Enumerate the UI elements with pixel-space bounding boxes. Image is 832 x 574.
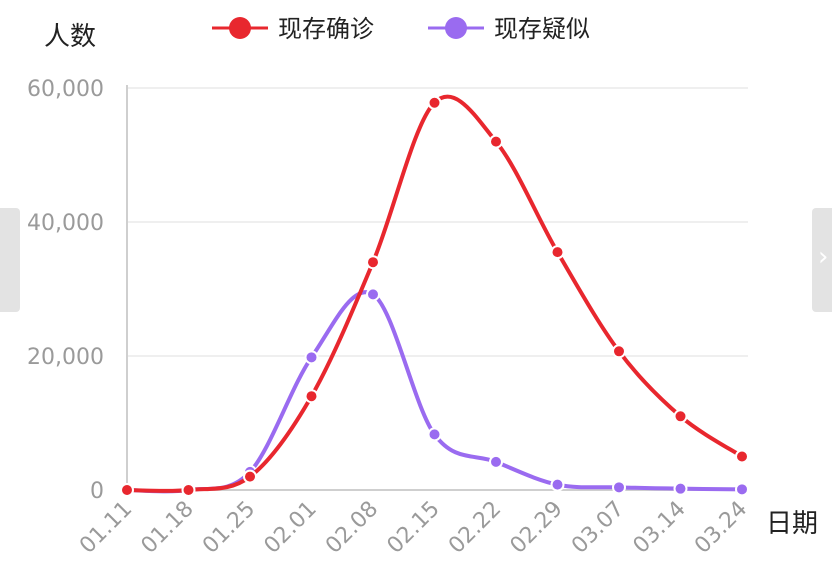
grid-lines [127, 87, 748, 357]
x-tick-label: 03.14 [629, 497, 691, 559]
series-line-suspected [126, 290, 743, 494]
data-point-confirmed[interactable] [181, 483, 196, 497]
legend-suspected-marker [445, 17, 467, 39]
y-tick-label: 60,000 [27, 77, 104, 102]
data-point-suspected[interactable] [304, 350, 319, 365]
x-tick-label: 03.07 [567, 497, 629, 559]
x-tick-label: 02.01 [260, 497, 322, 559]
data-point-suspected[interactable] [366, 287, 380, 302]
prev-chart-tab[interactable] [0, 208, 20, 312]
data-point-suspected[interactable] [427, 427, 442, 442]
data-point-suspected[interactable] [612, 480, 626, 495]
data-point-suspected[interactable] [673, 481, 688, 496]
data-point-suspected[interactable] [489, 454, 503, 469]
data-point-confirmed[interactable] [612, 344, 626, 359]
x-tick-label: 02.08 [321, 497, 383, 559]
data-point-confirmed[interactable] [489, 134, 503, 149]
series-layer [120, 94, 749, 497]
y-tick-label: 20,000 [27, 345, 104, 370]
x-axis-title: 日期 [766, 509, 818, 539]
x-tick-label: 03.24 [690, 497, 752, 559]
data-point-confirmed[interactable] [243, 469, 257, 484]
x-tick-label: 01.11 [75, 497, 137, 559]
data-point-suspected[interactable] [550, 477, 565, 492]
data-point-confirmed[interactable] [673, 409, 688, 424]
data-point-confirmed[interactable] [120, 483, 134, 497]
x-tick-label: 02.22 [444, 497, 506, 559]
legend-item-confirmed[interactable]: 现存确诊 [212, 15, 374, 43]
y-tick-labels: 60,000 40,000 20,000 0 [27, 77, 104, 504]
x-tick-labels: 01.11 01.18 01.25 02.01 02.08 02.15 02.22 02.29… [75, 497, 752, 559]
data-point-confirmed[interactable] [304, 389, 319, 404]
data-point-suspected[interactable] [735, 482, 749, 497]
data-point-confirmed[interactable] [427, 95, 442, 110]
y-tick-label: 40,000 [27, 211, 104, 236]
x-tick-label: 01.18 [137, 497, 199, 559]
legend-suspected-label: 现存疑似 [494, 15, 590, 43]
x-tick-label: 01.25 [198, 497, 260, 559]
x-tick-label: 02.15 [383, 497, 445, 559]
legend-confirmed-marker [229, 17, 251, 39]
data-point-confirmed[interactable] [366, 255, 380, 270]
legend-item-suspected[interactable]: 现存疑似 [428, 15, 590, 43]
y-tick-label: 0 [90, 479, 104, 504]
data-point-confirmed[interactable] [735, 449, 749, 464]
data-point-confirmed[interactable] [550, 245, 565, 260]
legend: 现存确诊 现存疑似 [212, 15, 590, 43]
chevron-right-icon: › [818, 242, 829, 272]
next-chart-tab[interactable]: › [812, 208, 832, 312]
y-axis-title: 人数 [44, 22, 96, 52]
x-tick-label: 02.29 [506, 497, 568, 559]
legend-confirmed-label: 现存确诊 [278, 15, 374, 43]
